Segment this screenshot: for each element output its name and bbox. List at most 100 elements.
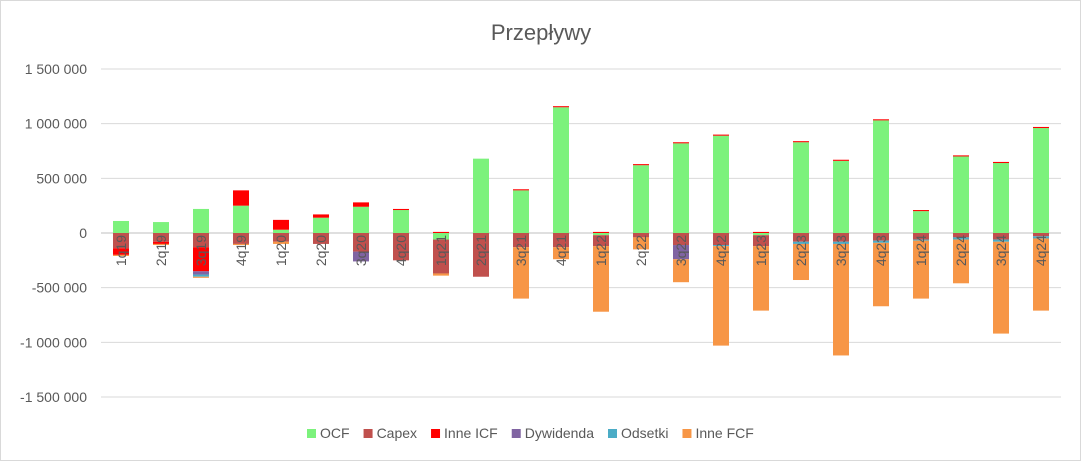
- bar-segment-odsetki: [953, 237, 969, 240]
- bar-segment-ocf: [633, 165, 649, 233]
- bar-segment-ocf: [593, 233, 609, 236]
- bar-segment-inne-fcf: [153, 243, 169, 246]
- bar-segment-ocf: [193, 208, 209, 233]
- bar-segment-capex: [513, 233, 529, 248]
- bar-segment-capex: [433, 239, 449, 274]
- bar-segment-ocf: [113, 220, 129, 233]
- bar-segment-inne-icf: [233, 190, 249, 206]
- bar-segment-inne-icf: [513, 189, 529, 191]
- bar-segment-inne-icf: [553, 106, 569, 108]
- bar-segment-inne-fcf: [193, 276, 209, 278]
- legend-label: Capex: [377, 425, 417, 441]
- y-axis-tick-labels: 1 500 000 1 000 000 500 000 0 -500 000 -1 000…: [20, 61, 87, 405]
- bar-segment-inne-fcf: [913, 240, 929, 299]
- bar-segment-inne-icf: [793, 141, 809, 143]
- bar-segment-inne-fcf: [713, 246, 729, 346]
- legend: OCF Capex Inne ICF Dywidenda Odsetki Inne FCF: [307, 425, 754, 441]
- y-tick-label: 1 500 000: [25, 61, 87, 77]
- bar-segment-ocf: [673, 143, 689, 233]
- bar-segment-inne-icf: [433, 231, 449, 233]
- x-tick-label: 2q19: [153, 235, 169, 266]
- bar-segment-dywidenda: [193, 271, 209, 275]
- bar-segment-ocf: [993, 163, 1009, 233]
- bar-segment-ocf: [713, 135, 729, 233]
- legend-label: Inne ICF: [444, 425, 498, 441]
- bar-segment-inne-icf: [153, 241, 169, 244]
- y-tick-label: -1 000 000: [20, 334, 87, 350]
- bar-segment-inne-fcf: [273, 241, 289, 244]
- bar-segment-odsetki: [993, 239, 1009, 242]
- bar-segment-odsetki: [193, 274, 209, 277]
- bar-segment-capex: [593, 235, 609, 247]
- bar-segment-inne-icf: [953, 155, 969, 157]
- bar-segment-ocf: [793, 142, 809, 233]
- x-tick-label: 3q24: [993, 235, 1009, 266]
- bar-segment-ocf: [833, 160, 849, 233]
- bar-segment-inne-icf: [673, 142, 689, 144]
- bar-segment-inne-icf: [193, 247, 209, 272]
- x-tick-label: 4q23: [873, 235, 889, 266]
- bar-segment-capex: [913, 233, 929, 240]
- bar-segment-ocf: [273, 229, 289, 233]
- bar-segment-inne-fcf: [593, 246, 609, 312]
- x-tick-label: 3q20: [353, 235, 369, 266]
- legend-swatch: [307, 429, 316, 438]
- chart-title: Przepływy: [491, 20, 591, 45]
- gridlines: [101, 68, 1061, 398]
- bar-segment-capex: [193, 233, 209, 248]
- bar-segment-inne-fcf: [633, 237, 649, 250]
- bar-segment-inne-fcf: [433, 273, 449, 276]
- x-tick-label: 2q21: [473, 235, 489, 266]
- y-tick-label: 0: [79, 225, 87, 241]
- bar-segment-dywidenda: [353, 251, 369, 262]
- bar-segment-ocf: [153, 222, 169, 233]
- y-tick-label: -500 000: [32, 280, 87, 296]
- bar-segment-capex: [833, 233, 849, 242]
- bar-segment-capex: [633, 233, 649, 238]
- legend-swatch: [431, 429, 441, 438]
- bar-segment-ocf: [233, 205, 249, 233]
- x-tick-label: 4q19: [233, 235, 249, 266]
- bar-segment-ocf: [473, 158, 489, 233]
- bar-segment-inne-icf: [1033, 126, 1049, 129]
- x-tick-label: 1q21: [433, 235, 449, 266]
- bar-segment-ocf: [553, 107, 569, 233]
- bar-segment-capex: [273, 233, 289, 242]
- bar-segment-ocf: [1033, 128, 1049, 233]
- x-tick-label: 4q22: [713, 235, 729, 266]
- bar-segment-odsetki: [873, 240, 889, 243]
- bar-segment-capex: [673, 233, 689, 246]
- legend-label: OCF: [320, 425, 350, 441]
- x-tick-label: 2q22: [633, 235, 649, 266]
- legend-label: Inne FCF: [695, 425, 753, 441]
- bar-segment-ocf: [953, 156, 969, 233]
- bar-segment-capex: [393, 233, 409, 261]
- bar-segment-capex: [553, 233, 569, 248]
- x-tick-label: 3q22: [673, 235, 689, 266]
- bar-segment-ocf: [913, 211, 929, 233]
- legend-swatch: [682, 429, 692, 438]
- bar-segment-inne-fcf: [833, 243, 849, 356]
- bar-segment-ocf: [353, 206, 369, 233]
- bar-segment-capex: [353, 233, 369, 252]
- bar-segment-inne-icf: [993, 161, 1009, 164]
- bar-segment-odsetki: [913, 239, 929, 241]
- x-tick-label: 2q23: [793, 235, 809, 266]
- legend-swatch: [363, 429, 373, 438]
- bar-segment-inne-icf: [753, 231, 769, 233]
- bars: [113, 106, 1049, 356]
- bar-segment-inne-icf: [633, 164, 649, 166]
- bar-segment-inne-fcf: [753, 246, 769, 311]
- bar-segment-capex: [993, 233, 1009, 240]
- bar-segment-inne-icf: [593, 231, 609, 233]
- bar-segment-inne-fcf: [233, 243, 249, 246]
- bar-segment-capex: [473, 233, 489, 277]
- bar-segment-ocf: [873, 120, 889, 233]
- bar-segment-inne-icf: [273, 219, 289, 230]
- bar-segment-ocf: [433, 233, 449, 240]
- legend-label: Dywidenda: [525, 425, 594, 441]
- bar-segment-dywidenda: [673, 245, 689, 260]
- x-tick-label: 2q24: [953, 235, 969, 266]
- bar-segment-odsetki: [713, 245, 729, 247]
